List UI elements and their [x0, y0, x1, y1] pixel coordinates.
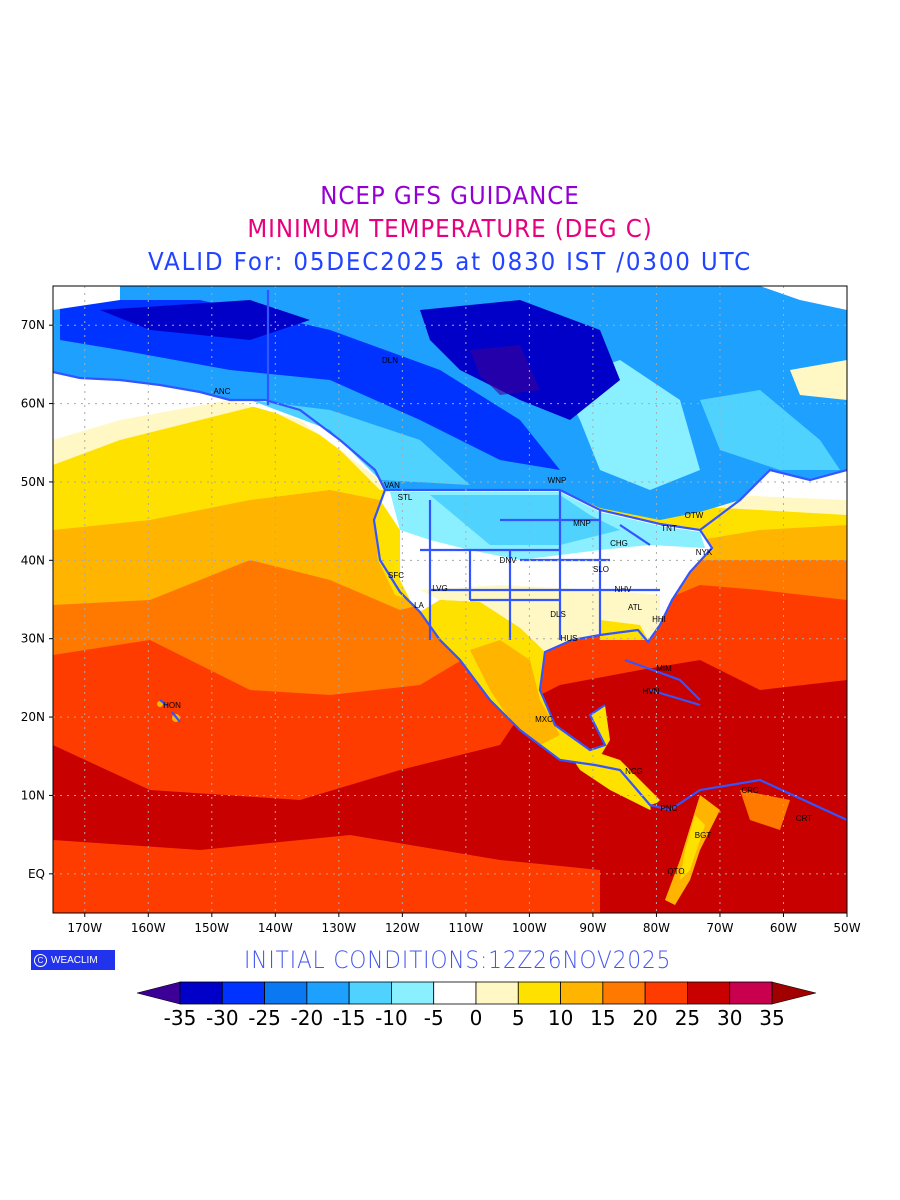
colorbar-label: -25 [248, 1006, 281, 1030]
lon-label: 100W [512, 921, 547, 935]
colorbar-bin [391, 981, 435, 1005]
colorbar-label: -30 [206, 1006, 239, 1030]
lon-label: 60W [770, 921, 797, 935]
colorbar-label: 15 [590, 1006, 615, 1030]
lat-label: 30N [21, 632, 45, 646]
city-label-hvn: HVN [643, 687, 660, 696]
lon-label: 120W [385, 921, 420, 935]
axis-ticks: 170W 160W 150W 140W 130W 120W 110W 100W 90W 80W 70… [21, 318, 861, 935]
city-label-dls: DLS [550, 610, 566, 619]
city-label-stl: STL [398, 493, 413, 502]
city-label-otw: OTW [685, 511, 704, 520]
map-frame [52, 285, 848, 914]
city-label-hus: HUS [561, 634, 578, 643]
city-label-mxc: MXC [535, 715, 553, 724]
city-label-mnp: MNP [573, 519, 591, 528]
colorbar-label: 10 [548, 1006, 573, 1030]
colorbar-label: 35 [759, 1006, 784, 1030]
title-model: NCEP GFS GUIDANCE [320, 181, 580, 210]
lon-label: 90W [579, 921, 606, 935]
colorbar-bin [264, 981, 308, 1005]
colorbar-label: -10 [375, 1006, 408, 1030]
city-label-qto: QTO [667, 867, 684, 876]
lat-label: 60N [21, 397, 45, 411]
colorbar-label: -15 [333, 1006, 366, 1030]
colorbar-label: -20 [291, 1006, 324, 1030]
colorbar-label: 25 [675, 1006, 700, 1030]
map-fill [53, 286, 847, 913]
colorbar-bin [687, 981, 731, 1005]
colorbar-label: 30 [717, 1006, 742, 1030]
colorbar-over-arrow [771, 981, 817, 1005]
colorbar-bin [517, 981, 561, 1005]
city-label-dln: DLN [382, 356, 398, 365]
colorbar-label: -5 [424, 1006, 444, 1030]
city-label-lvg: LVG [432, 584, 447, 593]
logo-text: WEACLIM [51, 954, 98, 966]
city-label-hon: HON [163, 701, 181, 710]
city-label-van: VAN [384, 481, 400, 490]
lat-label: EQ [28, 867, 45, 881]
city-label-tnt: TNT [661, 524, 677, 533]
lon-label: 70W [706, 921, 733, 935]
city-label-wnp: WNP [548, 476, 567, 485]
colorbar-bin [348, 981, 392, 1005]
colorbar-label: 0 [470, 1006, 483, 1030]
copyright-icon: C [34, 953, 47, 967]
city-label-anc: ANC [214, 387, 231, 396]
lon-label: 150W [194, 921, 229, 935]
city-label-sfc: SFC [388, 571, 404, 580]
lon-label: 130W [321, 921, 356, 935]
city-label-pnc: PNC [661, 804, 678, 813]
initial-conditions: INITIAL CONDITIONS:12Z26NOV2025 [244, 946, 672, 974]
colorbar-bin [560, 981, 604, 1005]
city-label-nyk: NYK [696, 548, 713, 557]
colorbar-bin [475, 981, 519, 1005]
colorbar-bin [306, 981, 350, 1005]
lon-label: 140W [258, 921, 293, 935]
lat-label: 40N [21, 553, 45, 567]
colorbar-bin [644, 981, 688, 1005]
lon-label: 170W [67, 921, 102, 935]
city-label-bgt: BGT [695, 831, 712, 840]
city-label-mim: MIM [656, 664, 672, 673]
city-label-hhi: HHI [652, 615, 666, 624]
colorbar-bin [729, 981, 773, 1005]
city-label-nhv: NHV [615, 585, 633, 594]
city-label-crt: CRT [796, 814, 812, 823]
colorbar-bin [602, 981, 646, 1005]
colorbar-bin [179, 981, 223, 1005]
city-label-atl: ATL [628, 603, 643, 612]
colorbar-label: 5 [512, 1006, 525, 1030]
title-valid-time: VALID For: 05DEC2025 at 0830 IST /0300 U… [147, 247, 753, 276]
colorbar-bin [221, 981, 265, 1005]
city-label-slo: SLO [593, 565, 609, 574]
city-label-crc: CRC [741, 786, 759, 795]
lon-label: 160W [131, 921, 166, 935]
colorbar: -35 -30 -25 -20 -15 -10 -5 0 5 10 15 20 25 30 35 [136, 981, 817, 1030]
lat-label: 70N [21, 318, 45, 332]
lat-label: 20N [21, 710, 45, 724]
colorbar-label: 20 [632, 1006, 657, 1030]
lat-label: 10N [21, 788, 45, 802]
city-label-dnv: DNV [500, 556, 518, 565]
coastlines-and-borders [53, 290, 847, 821]
colorbar-bin [433, 981, 477, 1005]
lon-label: 110W [448, 921, 483, 935]
colorbar-under-arrow [136, 981, 181, 1005]
city-label-chg: CHG [610, 539, 628, 548]
city-label-la: LA [414, 601, 424, 610]
lon-label: 50W [833, 921, 860, 935]
weaclim-logo: C WEACLIM [31, 950, 115, 970]
city-labels: DLN ANC VAN STL WNP MNP OTW TNT CHG NYK DNV SLO SFC L… [163, 356, 812, 876]
title-variable: MINIMUM TEMPERATURE (DEG C) [247, 214, 653, 243]
city-label-ncg: NCG [625, 767, 643, 776]
lon-label: 80W [643, 921, 670, 935]
colorbar-label: -35 [164, 1006, 197, 1030]
lat-label: 50N [21, 475, 45, 489]
